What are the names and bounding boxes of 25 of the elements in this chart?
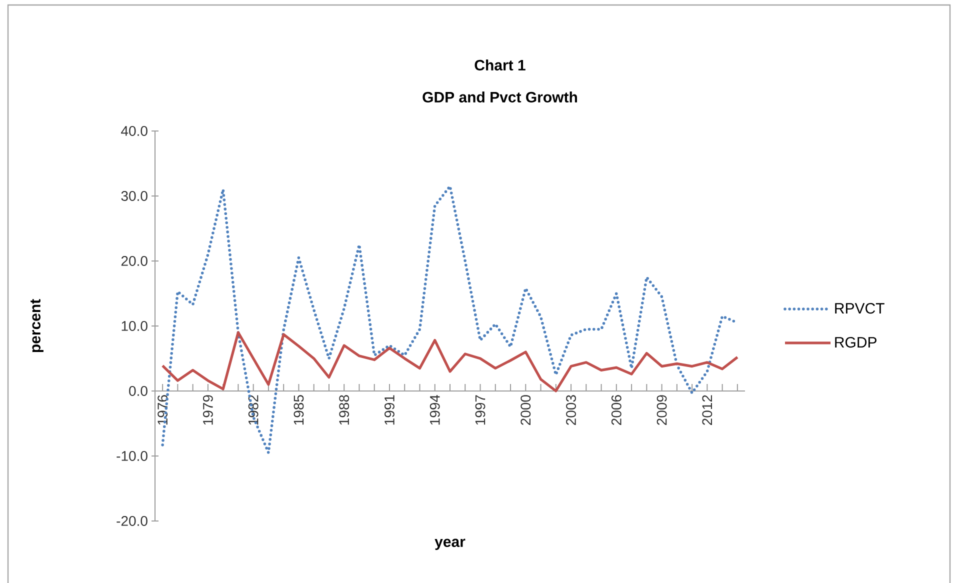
y-tick-label: 30.0 [121,191,148,201]
x-axis-title: year [434,538,466,550]
y-tick-label: 40.0 [121,126,148,136]
y-tick-label: 0.0 [129,386,148,396]
legend-label: RGDP [835,336,876,348]
y-tick-label: -10.0 [116,451,148,461]
x-tick-label: 1997 [475,395,486,425]
x-tick-label: 1991 [384,395,394,425]
x-tick-label: 2000 [520,395,531,425]
x-tick-label: 1979 [202,395,213,425]
x-tick-label: 2012 [702,395,712,425]
chart-subtitle: GDP and Pvct Growth [422,91,577,102]
x-tick-label: 1994 [430,394,440,425]
y-tick-label: -20.0 [116,516,148,526]
x-tick-label: 2003 [566,395,576,425]
x-tick-label: 2006 [611,395,622,425]
y-axis-title: percent [30,299,44,352]
y-tick-label: 20.0 [121,256,148,266]
legend-label: RPVCT [835,303,884,314]
y-tick-label: 10.0 [122,321,148,331]
x-tick-label: 1988 [339,395,350,425]
chart-title: Chart 1 [474,59,526,70]
x-tick-label: 2009 [656,395,667,425]
line-series [161,331,739,392]
x-tick-label: 1985 [294,395,304,425]
